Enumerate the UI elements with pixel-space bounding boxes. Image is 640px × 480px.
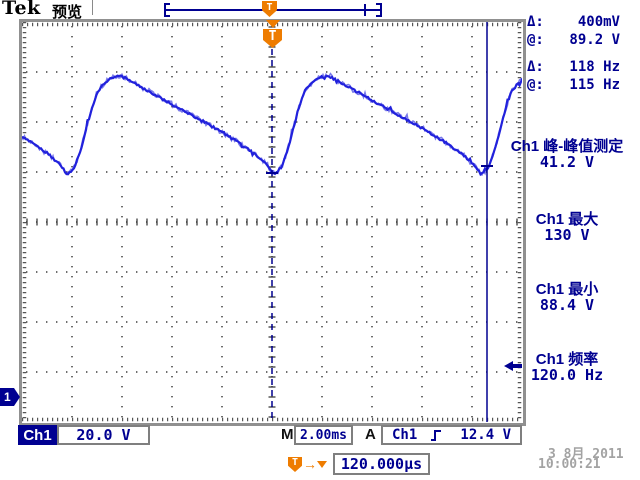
measurement-value: 130 V xyxy=(544,226,590,244)
cursor-readout-panel: Δ: 400mV @: 89.2 V Δ: 118 Hz @: 115 Hz xyxy=(527,13,620,94)
measurement-title: Ch1 频率 xyxy=(535,351,599,368)
trigger-readout[interactable]: Ch1 12.4 V xyxy=(381,425,522,445)
measurement-value: 88.4 V xyxy=(539,296,595,314)
measurement-peak-to-peak: Ch1 峰-峰值测定 41.2 V xyxy=(492,139,640,170)
channel1-position-marker[interactable]: 1 xyxy=(0,388,20,406)
delay-marker-icon xyxy=(317,461,327,468)
trigger-level-arrow-icon xyxy=(504,361,522,371)
at-label: @: xyxy=(527,77,544,93)
trigger-source: Ch1 xyxy=(392,427,418,443)
topbar-separator xyxy=(92,0,93,15)
delay-arrow-icon: → xyxy=(303,456,317,472)
main-timebase-label: M xyxy=(281,426,294,443)
delta-voltage-value: 400mV xyxy=(577,14,620,30)
trigger-delay-t-icon: T xyxy=(288,457,302,472)
delta-label: Δ: xyxy=(527,14,544,30)
measurement-frequency: Ch1 频率 120.0 Hz xyxy=(492,352,640,383)
graticule xyxy=(19,19,526,426)
cursor-at-freq-row: @: 115 Hz xyxy=(527,76,620,94)
delay-time-readout[interactable]: 120.000µs xyxy=(333,453,430,475)
time-display: 10:00:21 xyxy=(538,457,601,472)
channel1-scale-readout[interactable]: 20.0 V xyxy=(57,425,150,445)
measurement-title: Ch1 峰-峰值测定 xyxy=(510,138,624,155)
measurement-max: Ch1 最大 130 V xyxy=(492,212,640,243)
date-display: 3 8月 2011 xyxy=(548,447,624,462)
at-voltage-value: 89.2 V xyxy=(569,32,620,48)
acquisition-mode-label: 预览 xyxy=(52,4,83,21)
trigger-position-badge[interactable]: T xyxy=(263,29,282,48)
delta-label: Δ: xyxy=(527,59,544,75)
at-label: @: xyxy=(527,32,544,48)
trigger-mode-label: A xyxy=(365,426,376,443)
delta-freq-value: 118 Hz xyxy=(569,59,620,75)
channel1-badge[interactable]: Ch1 xyxy=(18,425,57,445)
timebase-readout[interactable]: 2.00ms xyxy=(294,425,353,445)
trigger-position-marker-top[interactable]: T xyxy=(262,1,277,17)
tek-logo: Tek xyxy=(2,0,41,19)
at-freq-value: 115 Hz xyxy=(569,77,620,93)
rising-edge-icon xyxy=(431,429,442,441)
measurement-title: Ch1 最大 xyxy=(535,211,599,228)
trigger-level-value: 12.4 V xyxy=(460,427,511,443)
measurement-value: 41.2 V xyxy=(539,153,595,171)
cursor-delta-freq-row: Δ: 118 Hz xyxy=(527,58,620,76)
cursor-delta-voltage-row: Δ: 400mV xyxy=(527,13,620,31)
measurement-title: Ch1 最小 xyxy=(535,281,599,298)
trigger-position-arrow-icon[interactable] xyxy=(266,20,280,28)
cursor-at-voltage-row: @: 89.2 V xyxy=(527,31,620,49)
measurement-min: Ch1 最小 88.4 V xyxy=(492,282,640,313)
measurement-value: 120.0 Hz xyxy=(530,366,604,384)
